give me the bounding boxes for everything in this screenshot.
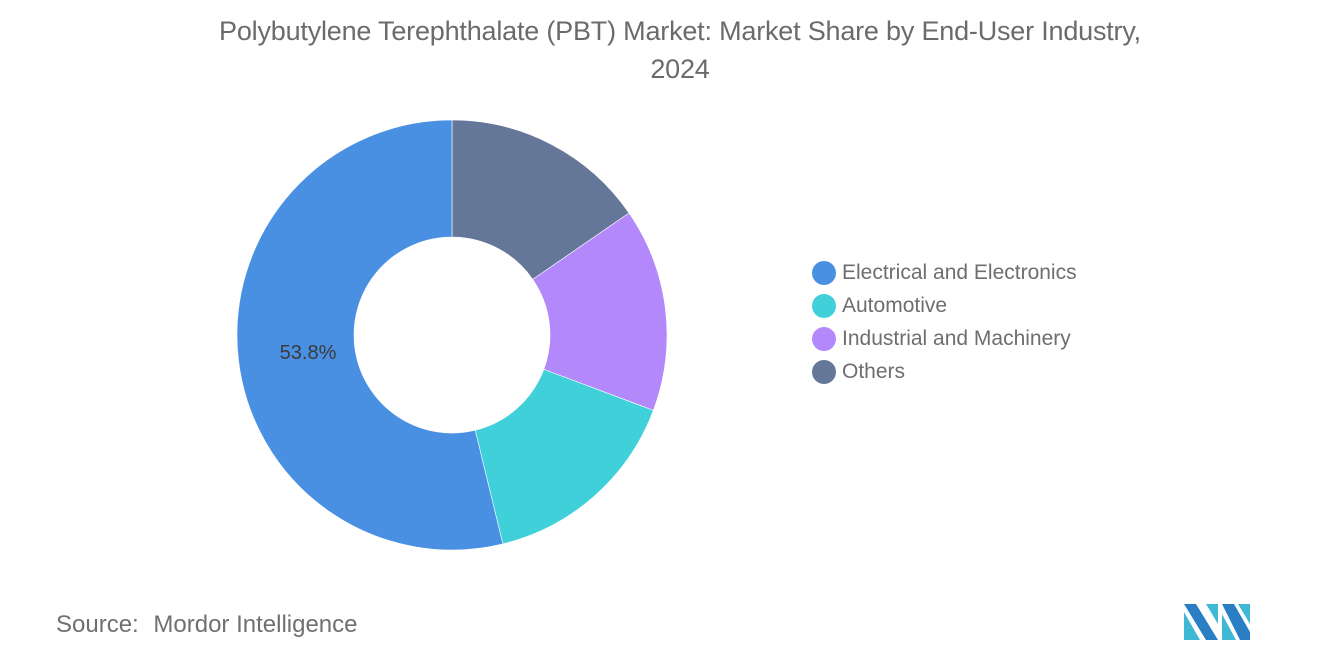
legend-swatch-others-icon	[812, 359, 836, 384]
donut-slices	[236, 119, 668, 551]
legend-swatch-automotive-icon	[812, 293, 836, 318]
slice-others[interactable]	[451, 119, 630, 280]
chart-title-line1: Polybutylene Terephthalate (PBT) Market:…	[219, 16, 1141, 46]
legend: Electrical and Electronics Automotive In…	[812, 256, 1077, 388]
source-footer: Source: Mordor Intelligence	[56, 611, 358, 639]
legend-label: Others	[842, 359, 906, 383]
legend-label: Automotive	[842, 293, 948, 317]
chart-title: Polybutylene Terephthalate (PBT) Market:…	[100, 12, 1260, 88]
legend-swatch-industrial-icon	[812, 326, 836, 351]
slice-label-electrical: 53.8%	[280, 342, 337, 364]
legend-item-automotive[interactable]: Automotive	[812, 289, 1077, 322]
legend-label: Industrial and Machinery	[842, 326, 1071, 350]
slice-electrical[interactable]	[236, 119, 504, 551]
mordor-intelligence-logo-icon	[1184, 604, 1250, 640]
source-value: Mordor Intelligence	[153, 611, 358, 638]
slice-industrial[interactable]	[532, 212, 668, 411]
legend-item-industrial[interactable]: Industrial and Machinery	[812, 322, 1077, 355]
legend-item-electrical[interactable]: Electrical and Electronics	[812, 256, 1077, 289]
legend-swatch-electrical-icon	[812, 260, 836, 285]
legend-label: Electrical and Electronics	[842, 260, 1077, 284]
chart-title-line2: 2024	[650, 54, 710, 84]
source-label: Source:	[56, 611, 139, 638]
legend-item-others[interactable]: Others	[812, 355, 1077, 388]
slice-automotive[interactable]	[474, 368, 654, 545]
